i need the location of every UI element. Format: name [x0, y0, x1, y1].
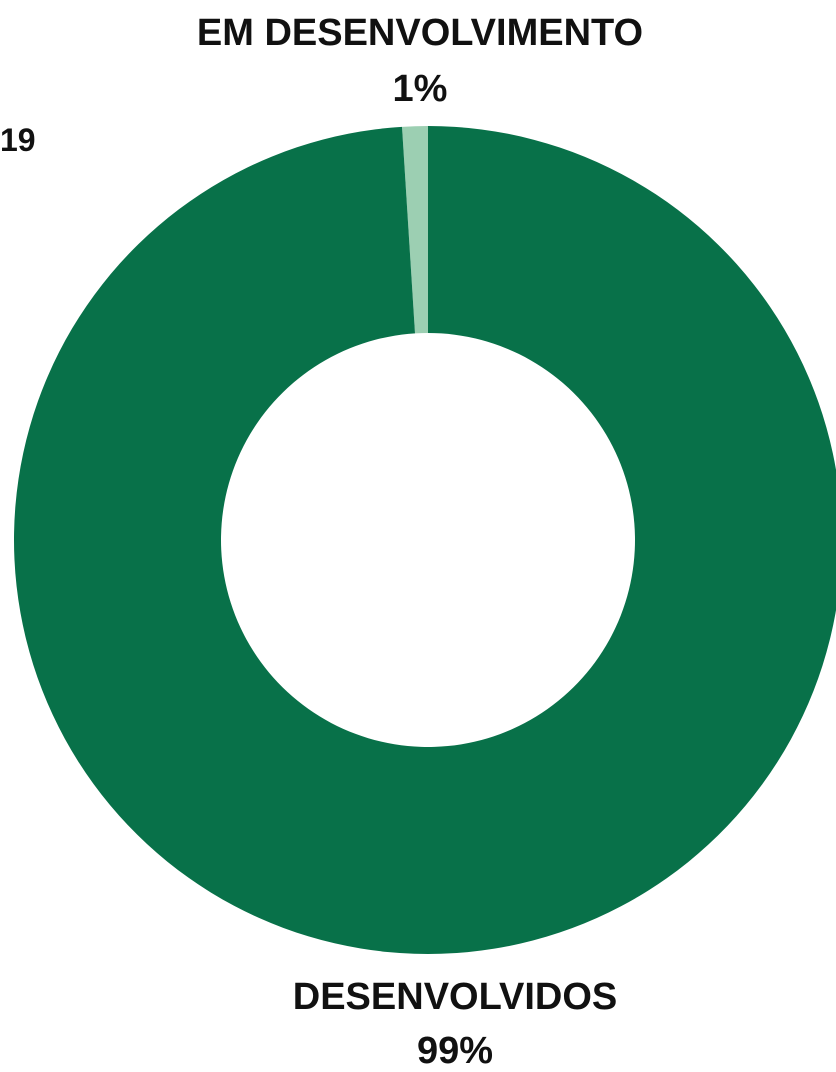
- slice-value-em-desenvolvimento: 1%: [392, 68, 448, 110]
- donut-slice-desenvolvidos: [14, 126, 836, 954]
- slice-label-desenvolvidos: DESENVOLVIDOS: [292, 976, 618, 1018]
- slice-value-desenvolvidos: 99%: [416, 1030, 494, 1072]
- donut-slice-em-desenvolvimento: [402, 126, 428, 334]
- corner-text: 19: [0, 122, 36, 158]
- donut-slices: [14, 126, 836, 954]
- slice-label-em-desenvolvimento: EM DESENVOLVIMENTO: [196, 12, 644, 54]
